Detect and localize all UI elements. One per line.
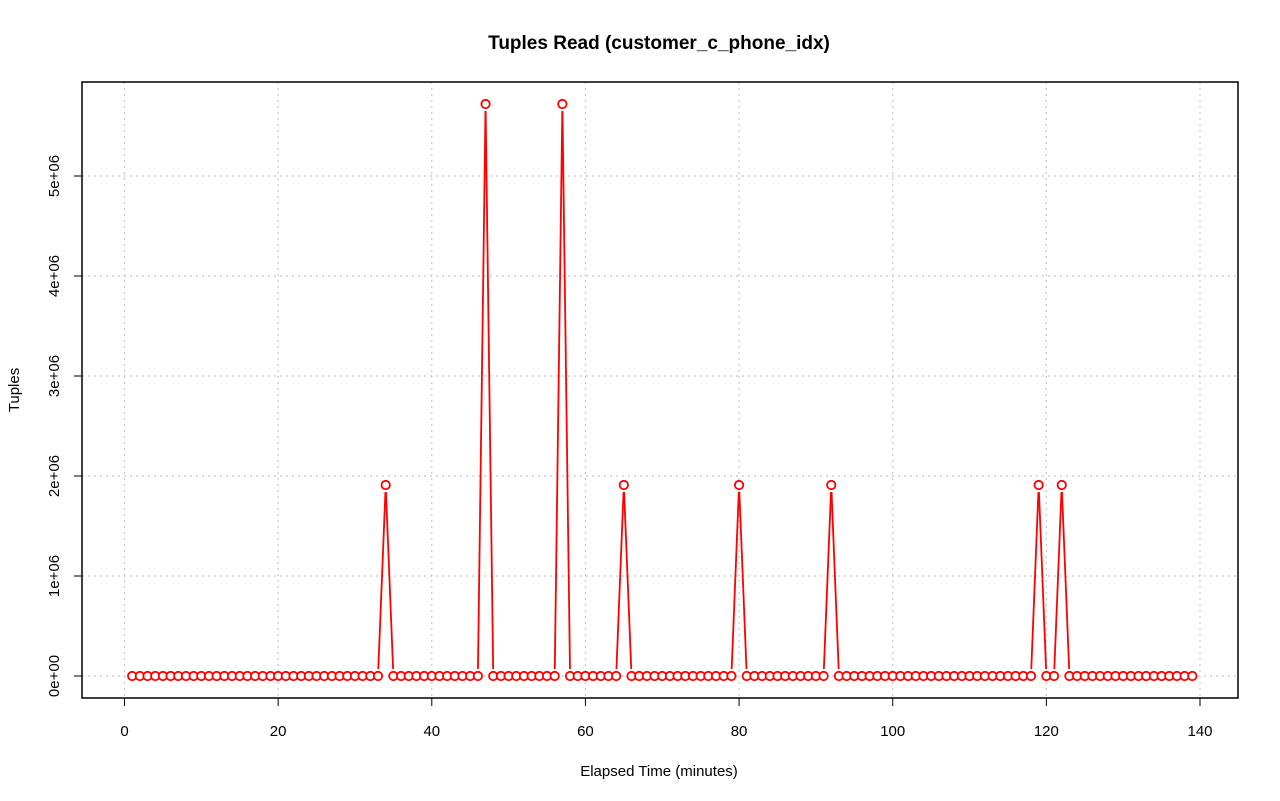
data-point	[1033, 479, 1044, 491]
data-point	[1025, 670, 1037, 682]
x-tick-label: 40	[423, 723, 440, 740]
series-tuples	[127, 98, 1198, 682]
series-segment	[1053, 491, 1063, 670]
y-tick-label: 0e+00	[46, 655, 63, 697]
x-tick-label: 120	[1034, 723, 1059, 740]
x-tick-label: 20	[270, 723, 287, 740]
y-axis-label: Tuples	[6, 368, 23, 412]
plot-frame	[81, 81, 1239, 699]
grid-lines	[82, 82, 1238, 698]
series-segment	[553, 110, 564, 670]
y-tick-label: 2e+06	[46, 455, 63, 497]
x-tick-label: 80	[731, 723, 748, 740]
data-point	[733, 479, 745, 491]
y-tick-label: 1e+06	[46, 555, 63, 597]
data-point	[372, 670, 384, 682]
data-point	[1056, 479, 1067, 491]
y-axis: 0e+00 1e+06 2e+06 3e+06 4e+06 5e+06	[46, 155, 83, 697]
series-segment	[1061, 491, 1071, 670]
series-segment	[1038, 491, 1047, 670]
series-segment	[477, 110, 487, 670]
chart-title: Tuples Read (customer_c_phone_idx)	[488, 33, 830, 54]
data-point	[611, 670, 622, 682]
data-point	[1187, 670, 1198, 682]
data-point	[726, 670, 737, 682]
data-point	[557, 98, 568, 110]
series-segment	[738, 491, 748, 670]
y-tick-label: 4e+06	[46, 255, 63, 297]
x-tick-label: 140	[1187, 723, 1212, 740]
series-segment	[385, 491, 394, 670]
series-segment	[623, 491, 633, 670]
x-tick-label: 60	[577, 723, 594, 740]
x-tick-label: 0	[120, 723, 128, 740]
data-point	[618, 479, 629, 491]
series-segment	[561, 110, 571, 670]
data-point	[826, 479, 837, 491]
data-point	[380, 479, 391, 491]
x-axis-label: Elapsed Time (minutes)	[580, 763, 738, 780]
x-tick-label: 100	[880, 723, 905, 740]
data-point	[472, 670, 483, 682]
y-tick-label: 3e+06	[46, 355, 63, 397]
data-point	[549, 670, 560, 682]
series-segment	[822, 491, 832, 670]
y-tick-label: 5e+06	[46, 155, 63, 197]
series-segment	[730, 491, 740, 670]
series-segment	[1030, 491, 1040, 670]
data-point	[818, 670, 829, 682]
data-point	[1048, 670, 1060, 682]
x-axis: 0 20 40 60 80 100 120 140	[120, 697, 1213, 740]
data-point	[480, 98, 491, 110]
series-segment	[615, 491, 625, 670]
series-segment	[830, 491, 840, 670]
series-segment	[484, 110, 495, 670]
series-segment	[377, 491, 387, 670]
